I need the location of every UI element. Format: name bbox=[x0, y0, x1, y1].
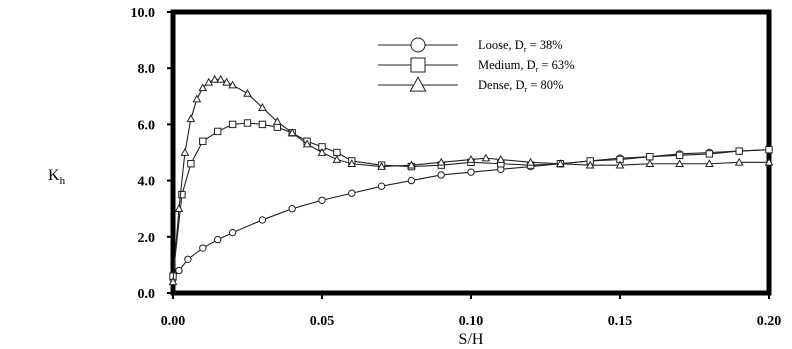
data-point-triangle bbox=[481, 153, 491, 162]
y-tick-label: 2.0 bbox=[138, 231, 156, 246]
data-point-square bbox=[243, 119, 252, 127]
data-point-square bbox=[258, 120, 267, 129]
data-point-triangle bbox=[645, 159, 655, 168]
data-point-triangle bbox=[198, 83, 208, 92]
series-layer bbox=[168, 74, 774, 286]
data-point-circle bbox=[258, 216, 267, 224]
data-point-triangle bbox=[764, 157, 774, 166]
data-point-triangle bbox=[332, 154, 342, 163]
data-point-square bbox=[735, 147, 743, 155]
data-point-triangle bbox=[228, 80, 237, 89]
data-point-triangle bbox=[407, 160, 416, 169]
y-tick-label: 4.0 bbox=[138, 175, 156, 190]
legend-label: Dense, Dr = 80% bbox=[478, 78, 563, 94]
x-tick-label: 0.00 bbox=[161, 314, 186, 329]
data-point-circle bbox=[467, 168, 475, 176]
x-tick-label: 0.20 bbox=[757, 314, 782, 329]
legend-marker-triangle bbox=[409, 76, 427, 92]
y-tick-label: 10.0 bbox=[131, 6, 156, 21]
data-point-square bbox=[765, 145, 773, 154]
data-point-circle bbox=[199, 244, 207, 252]
legend: Loose, Dr = 38% Medium, Dr = 63% Dense, Dr… bbox=[378, 37, 575, 94]
data-point-triangle bbox=[174, 204, 184, 213]
legend-marker-circle bbox=[410, 37, 426, 53]
data-point-triangle bbox=[258, 102, 267, 111]
data-point-circle bbox=[175, 266, 183, 275]
data-point-circle bbox=[348, 189, 356, 197]
data-point-square bbox=[333, 148, 341, 157]
data-point-circle bbox=[377, 182, 386, 190]
series-square bbox=[169, 119, 773, 280]
data-point-triangle bbox=[168, 277, 178, 286]
series-line bbox=[172, 122, 770, 277]
data-point-triangle bbox=[210, 74, 220, 83]
legend-label: Loose, Dr = 38% bbox=[478, 38, 563, 54]
data-point-triangle bbox=[302, 139, 312, 148]
x-tick-label: 0.15 bbox=[608, 314, 633, 329]
data-point-triangle bbox=[272, 117, 282, 125]
y-tick-label: 6.0 bbox=[138, 118, 156, 133]
data-point-triangle bbox=[180, 147, 190, 156]
legend-entry: Dense, Dr = 80% bbox=[378, 76, 563, 94]
series-triangle bbox=[168, 74, 774, 286]
data-point-triangle bbox=[675, 159, 684, 168]
data-point-triangle bbox=[615, 160, 625, 169]
data-point-triangle bbox=[377, 162, 386, 170]
data-point-triangle bbox=[585, 160, 595, 169]
x-axis-label: S/H bbox=[459, 331, 484, 348]
data-point-triangle bbox=[436, 157, 446, 166]
data-point-square bbox=[214, 127, 222, 136]
data-point-square bbox=[273, 123, 282, 131]
data-point-square bbox=[646, 153, 654, 161]
data-point-triangle bbox=[243, 88, 252, 97]
data-point-triangle bbox=[222, 77, 232, 86]
y-tick-label: 8.0 bbox=[138, 62, 156, 77]
data-point-circle bbox=[184, 255, 192, 263]
legend-entry: Medium, Dr = 63% bbox=[378, 57, 575, 74]
data-point-circle bbox=[214, 235, 222, 244]
data-point-triangle bbox=[287, 128, 297, 137]
data-point-triangle bbox=[192, 94, 202, 103]
data-point-triangle bbox=[204, 77, 214, 86]
x-tick-label: 0.10 bbox=[459, 314, 484, 329]
data-point-circle bbox=[288, 205, 296, 213]
data-point-circle bbox=[407, 176, 416, 185]
data-point-triangle bbox=[186, 114, 196, 123]
data-point-square bbox=[705, 150, 714, 158]
data-point-triangle bbox=[317, 147, 327, 156]
data-point-triangle bbox=[466, 154, 476, 163]
data-point-square bbox=[675, 151, 684, 160]
axis-ticks: 0.0 2.0 4.0 6.0 8.0 10.0 0.00 0.05 0.10 0.15 0.20 bbox=[131, 6, 782, 329]
data-point-square bbox=[187, 160, 195, 168]
data-point-triangle bbox=[556, 159, 565, 168]
data-point-circle bbox=[437, 171, 445, 179]
data-point-triangle bbox=[526, 157, 535, 166]
data-point-triangle bbox=[216, 74, 226, 83]
y-axis-label: Kh bbox=[48, 167, 66, 187]
data-point-triangle bbox=[496, 154, 506, 163]
data-point-square bbox=[228, 120, 237, 129]
legend-entry: Loose, Dr = 38% bbox=[378, 37, 563, 54]
data-point-triangle bbox=[734, 157, 744, 166]
legend-label: Medium, Dr = 63% bbox=[478, 58, 575, 74]
data-point-triangle bbox=[705, 159, 714, 168]
y-tick-label: 0.0 bbox=[138, 287, 156, 302]
data-point-circle bbox=[318, 196, 326, 204]
data-point-circle bbox=[228, 228, 237, 237]
data-point-square bbox=[178, 190, 186, 199]
data-point-triangle bbox=[347, 159, 357, 168]
x-tick-label: 0.05 bbox=[310, 314, 335, 329]
legend-marker-square bbox=[410, 57, 426, 73]
data-point-square bbox=[199, 137, 207, 145]
